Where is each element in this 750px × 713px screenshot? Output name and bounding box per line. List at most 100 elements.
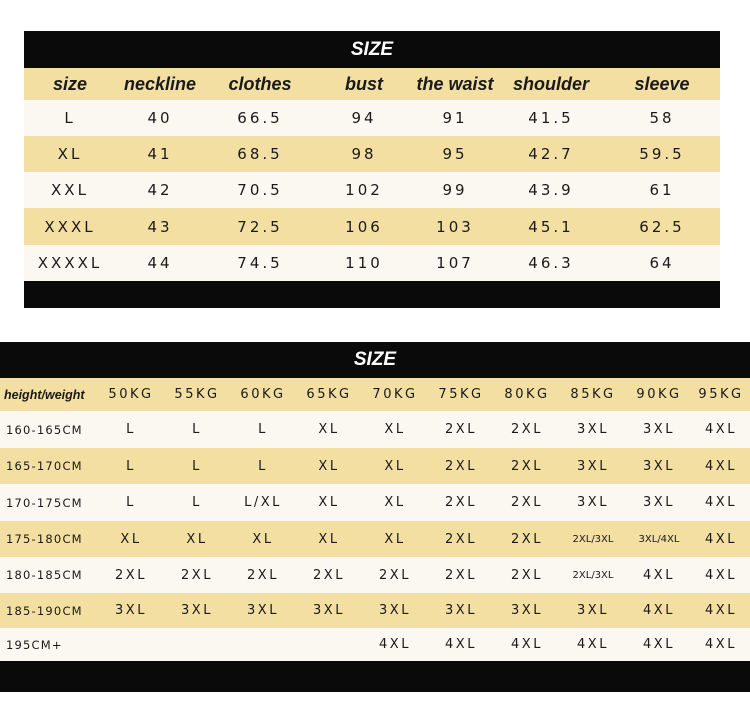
table1-cell: 61 <box>649 181 675 199</box>
height-weight-size-table: SIZE height/weight 50KG 55KG 60KG 65KG 70KG 75… <box>0 342 750 692</box>
table1-cell: L <box>64 109 76 127</box>
table2-cell: 2XL <box>181 567 213 583</box>
table1-cell: 94 <box>351 109 377 127</box>
table2-cell: 195CM+ <box>6 637 63 652</box>
table2-footer-bar <box>0 661 750 692</box>
table2-cell: 2XL <box>313 567 345 583</box>
table1-header-cell: clothes <box>228 73 292 94</box>
table2-row: 175-180CM XL XL XL XL XL 2XL 2XL 2XL/3XL 3XL/4XL 4… <box>0 521 750 557</box>
table1-header-cell: sleeve <box>634 73 690 94</box>
table1-cell: 45.1 <box>528 217 574 236</box>
table1-cell: 64 <box>649 254 675 272</box>
table2-cell: 3XL <box>511 603 543 618</box>
table2-cell: 2XL <box>247 567 279 583</box>
table2-header-cell: 50KG <box>108 387 154 402</box>
table2-cell: XL <box>120 531 142 547</box>
table2-cell: XL <box>318 458 340 474</box>
table2-row: 165-170CM L L L XL XL 2XL 2XL 3XL 3XL 4XL <box>0 448 750 484</box>
table1-cell: 43 <box>147 217 173 236</box>
table1-cell: 102 <box>345 181 383 199</box>
table1-cell: 42 <box>147 181 173 199</box>
table1-cell: 99 <box>442 181 468 199</box>
table2-cell: 4XL <box>577 637 609 652</box>
table2-cell: 4XL <box>705 458 737 474</box>
table2-cell: 3XL <box>643 495 675 510</box>
table1-cell: 58 <box>649 109 675 127</box>
table2-cell: 4XL <box>511 637 543 652</box>
table2-header-cell: 60KG <box>240 387 286 402</box>
table2-cell: 4XL <box>643 637 675 652</box>
table2-cell: XL <box>384 495 406 510</box>
table1-cell: 44 <box>147 254 173 272</box>
table2-header-cell: 90KG <box>636 387 682 402</box>
table2-cell: 3XL <box>445 603 477 618</box>
table1-cell: 72.5 <box>237 217 283 236</box>
table2-cell: 3XL <box>379 603 411 618</box>
table2-cell: XL <box>186 531 208 547</box>
table2-header-cell: height/weight <box>4 387 85 402</box>
table2-header-cell: 70KG <box>372 387 418 402</box>
table1-header-cell: size <box>52 73 88 94</box>
table2-cell: 4XL <box>705 603 737 618</box>
table2-header-cell: 80KG <box>504 387 550 402</box>
table1-cell: 98 <box>351 145 377 163</box>
table2-cell: L <box>126 422 136 437</box>
table2-cell: 4XL <box>705 637 737 652</box>
table2-cell: 3XL <box>643 422 675 437</box>
table2-cell: L <box>126 458 136 474</box>
table2-cell: 3XL <box>313 603 345 618</box>
table2-row: 180-185CM 2XL 2XL 2XL 2XL 2XL 2XL 2XL 2XL/3XL 4XL… <box>0 557 750 593</box>
table2-cell: 2XL <box>445 567 477 583</box>
table1-cell: 41.5 <box>528 109 574 127</box>
table2-cell: L <box>258 422 268 437</box>
table2-header-row: height/weight 50KG 55KG 60KG 65KG 70KG 75KG 80K… <box>0 378 750 411</box>
table2-cell: L <box>126 495 136 510</box>
table1-cell: 95 <box>442 145 468 163</box>
table2-cell: 2XL <box>445 458 477 474</box>
table2-cell: 165-170CM <box>6 459 83 473</box>
table1-title-bar: SIZE <box>24 31 720 68</box>
table2-cell: 3XL <box>643 458 675 474</box>
table2-header-cell: 95KG <box>698 387 744 402</box>
table2-cell: XL <box>384 458 406 474</box>
table1-cell: 91 <box>442 109 468 127</box>
table2-cell: 2XL <box>511 567 543 583</box>
table2-cell: 2XL/3XL <box>572 533 614 545</box>
table1-row: XXL 42 70.5 102 99 43.9 61 <box>24 172 720 208</box>
table1-title: SIZE <box>350 38 394 60</box>
table1-cell: 106 <box>345 217 383 236</box>
table2-cell: 2XL <box>445 531 477 547</box>
table2-cell: 160-165CM <box>6 422 83 437</box>
table1-header-cell: bust <box>345 73 383 94</box>
table2-cell: 3XL <box>577 458 609 474</box>
table2-cell: 175-180CM <box>6 532 83 546</box>
table1-header-cell: shoulder <box>512 73 589 94</box>
table1-cell: 41 <box>147 145 173 163</box>
table2-cell: 2XL <box>379 567 411 583</box>
table2-cell: 4XL <box>705 567 737 583</box>
table1-row: XXXL 43 72.5 106 103 45.1 62.5 <box>24 208 720 245</box>
table1-cell: 62.5 <box>639 217 685 236</box>
table1-cell: 46.3 <box>528 254 574 272</box>
table1-row: L 40 66.5 94 91 41.5 58 <box>24 100 720 136</box>
table1-cell: 68.5 <box>237 145 283 163</box>
table1-cell: XXL <box>51 181 89 199</box>
table2-cell: L/XL <box>244 495 282 510</box>
table2-cell: 2XL <box>115 567 147 583</box>
table2-cell: L <box>192 458 202 474</box>
table1-cell: XL <box>57 145 83 163</box>
table1-cell: 43.9 <box>528 181 574 199</box>
table1-cell: 107 <box>436 254 474 272</box>
table1-row: XXXXL 44 74.5 110 107 46.3 64 <box>24 245 720 281</box>
table2-cell: 2XL <box>511 495 543 510</box>
table2-cell: 170-175CM <box>6 495 83 510</box>
table2-header-cell: 65KG <box>306 387 352 402</box>
table2-cell: 2XL <box>511 422 543 437</box>
table2-cell: L <box>192 422 202 437</box>
table2-cell: 4XL <box>705 495 737 510</box>
table2-row: 160-165CM L L L XL XL 2XL 2XL 3XL 3XL 4XL <box>0 411 750 448</box>
table2-cell: 2XL <box>511 458 543 474</box>
table1-row: XL 41 68.5 98 95 42.7 59.5 <box>24 136 720 172</box>
table2-cell: 3XL <box>115 603 147 618</box>
table2-cell: 4XL <box>379 637 411 652</box>
